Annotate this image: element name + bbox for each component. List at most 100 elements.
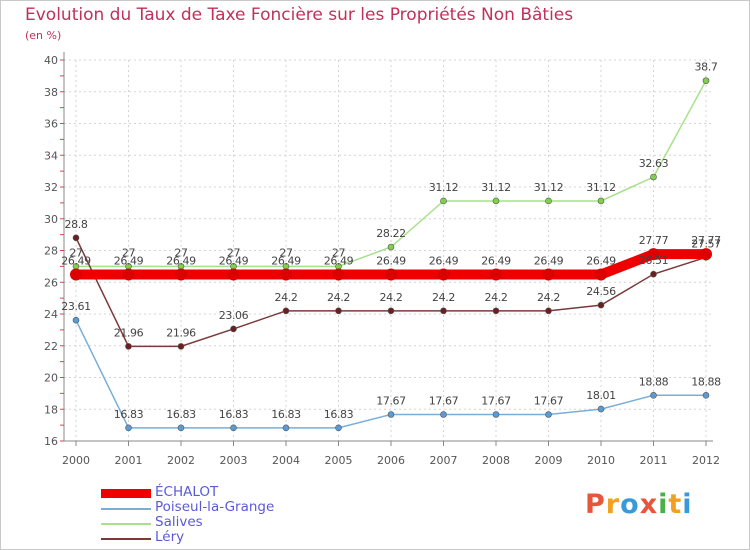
data-point bbox=[597, 301, 605, 309]
data-point bbox=[545, 411, 552, 418]
data-point bbox=[700, 248, 712, 261]
data-point bbox=[72, 316, 80, 324]
data-point bbox=[125, 343, 132, 350]
x-tick-label: 2007 bbox=[430, 454, 458, 467]
data-point bbox=[122, 268, 135, 281]
y-tick-label: 18 bbox=[44, 403, 58, 416]
data-label: 16.83 bbox=[271, 408, 301, 421]
logo-letter: t bbox=[668, 489, 683, 520]
x-tick-label: 2000 bbox=[62, 454, 90, 467]
data-point bbox=[437, 268, 450, 281]
data-point bbox=[387, 307, 395, 315]
y-tick-label: 22 bbox=[44, 340, 58, 353]
data-point bbox=[702, 391, 710, 399]
data-point bbox=[335, 424, 342, 432]
data-label: 26.49 bbox=[534, 254, 564, 267]
data-label: 27 bbox=[174, 246, 188, 259]
x-tick-label: 2002 bbox=[167, 454, 195, 467]
data-point bbox=[647, 248, 660, 261]
data-point bbox=[440, 411, 447, 418]
data-label: 31.12 bbox=[481, 181, 511, 194]
data-point bbox=[332, 268, 345, 281]
data-label: 16.83 bbox=[166, 408, 196, 421]
data-label: 26.51 bbox=[639, 254, 669, 267]
data-label: 26.49 bbox=[219, 254, 249, 267]
legend-label-salives: Salives bbox=[155, 514, 203, 530]
data-label: 17.67 bbox=[481, 394, 511, 407]
data-label: 27.77 bbox=[639, 234, 669, 247]
data-label: 31.12 bbox=[429, 181, 459, 194]
data-label: 18.88 bbox=[639, 375, 669, 388]
data-label: 17.67 bbox=[534, 394, 564, 407]
data-label: 24.2 bbox=[327, 291, 350, 304]
legend-swatch-salives bbox=[101, 523, 151, 525]
data-label: 26.49 bbox=[429, 254, 459, 267]
proxiti-logo: Proxiti bbox=[585, 489, 693, 520]
x-tick-label: 2006 bbox=[377, 454, 405, 467]
data-label: 24.56 bbox=[586, 285, 616, 298]
data-label: 17.67 bbox=[376, 394, 406, 407]
x-tick-label: 2008 bbox=[482, 454, 510, 467]
data-point bbox=[227, 268, 240, 281]
logo-letter: P bbox=[585, 489, 606, 520]
y-tick-label: 26 bbox=[44, 276, 58, 289]
data-point bbox=[702, 77, 710, 84]
legend-label-poiseul: Poiseul-la-Grange bbox=[155, 499, 275, 515]
data-point bbox=[545, 197, 552, 205]
data-label: 26.49 bbox=[61, 254, 91, 267]
y-tick-label: 28 bbox=[44, 245, 58, 258]
x-tick-label: 2012 bbox=[692, 454, 720, 467]
data-point bbox=[387, 243, 395, 251]
data-label: 23.61 bbox=[61, 300, 91, 313]
data-point bbox=[385, 268, 397, 281]
x-tick-label: 2011 bbox=[640, 454, 668, 467]
data-label: 17.67 bbox=[429, 394, 459, 407]
data-point bbox=[492, 307, 500, 315]
data-label: 27 bbox=[332, 246, 346, 259]
data-label: 24.2 bbox=[485, 291, 508, 304]
x-tick-label: 2010 bbox=[587, 454, 615, 467]
data-point bbox=[545, 307, 552, 315]
y-tick-label: 32 bbox=[44, 181, 58, 194]
data-point bbox=[282, 424, 290, 432]
chart-title: Evolution du Taux de Taxe Foncière sur l… bbox=[25, 5, 574, 25]
y-tick-label: 24 bbox=[44, 308, 58, 321]
data-point bbox=[595, 268, 607, 281]
data-label: 18.88 bbox=[691, 375, 721, 388]
data-label: 21.96 bbox=[166, 326, 196, 339]
data-point bbox=[175, 268, 187, 281]
data-label: 27.77 bbox=[691, 234, 721, 247]
logo-letter: i bbox=[682, 489, 693, 520]
data-label: 31.12 bbox=[534, 181, 564, 194]
data-label: 18.01 bbox=[586, 389, 616, 402]
data-label: 24.2 bbox=[432, 291, 455, 304]
data-label: 16.83 bbox=[219, 408, 249, 421]
y-tick-label: 36 bbox=[44, 118, 58, 131]
data-label: 27.57 bbox=[691, 237, 721, 250]
x-tick-label: 2005 bbox=[325, 454, 353, 467]
x-tick-label: 2004 bbox=[272, 454, 300, 467]
data-label: 26.49 bbox=[376, 254, 406, 267]
x-tick-label: 2009 bbox=[535, 454, 563, 467]
data-label: 24.2 bbox=[275, 291, 298, 304]
y-tick-label: 20 bbox=[44, 372, 58, 385]
data-point bbox=[650, 391, 657, 399]
data-label: 26.49 bbox=[271, 254, 301, 267]
data-label: 16.83 bbox=[324, 408, 354, 421]
logo-letter: x bbox=[639, 489, 659, 520]
data-label: 24.2 bbox=[380, 291, 403, 304]
data-point bbox=[282, 307, 290, 315]
data-label: 27 bbox=[69, 246, 83, 259]
data-point bbox=[70, 268, 82, 281]
data-point bbox=[542, 268, 555, 281]
data-label: 26.49 bbox=[114, 254, 144, 267]
data-point bbox=[440, 307, 447, 315]
data-point bbox=[280, 268, 292, 281]
data-point bbox=[490, 268, 502, 281]
legend-label-lery: Léry bbox=[155, 529, 185, 545]
data-point bbox=[597, 197, 605, 205]
y-tick-label: 34 bbox=[44, 149, 58, 162]
data-point bbox=[387, 411, 395, 418]
data-point bbox=[492, 411, 500, 418]
